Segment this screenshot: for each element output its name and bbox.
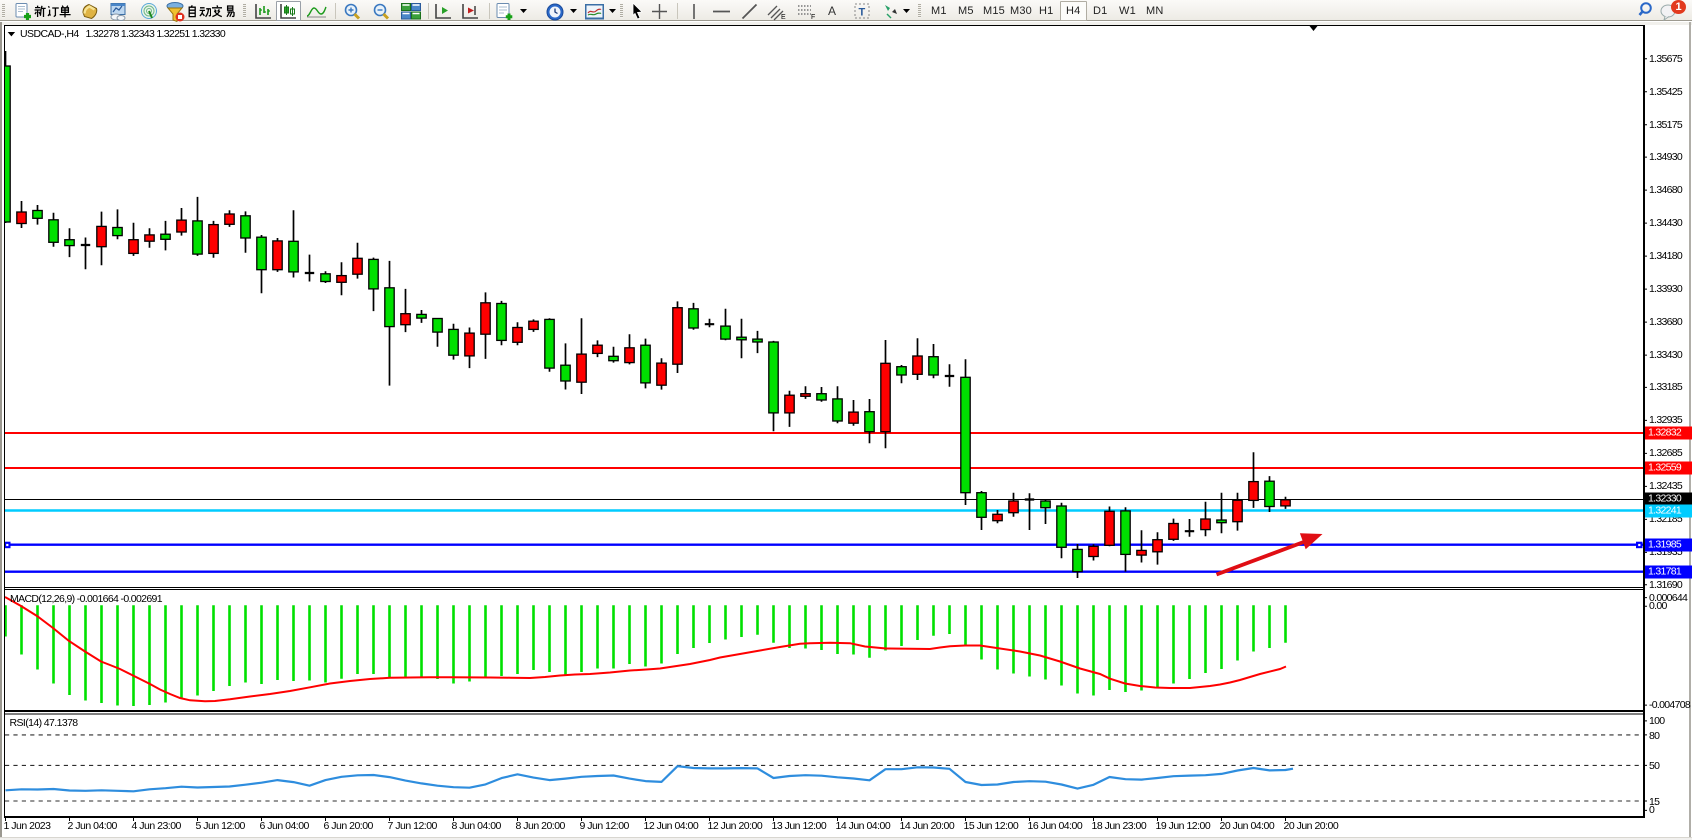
svg-text:RSI(14) 47.1378: RSI(14) 47.1378 <box>10 717 79 729</box>
svg-text:1.32278 1.32343 1.32251 1.3233: 1.32278 1.32343 1.32251 1.32330 <box>86 28 226 40</box>
svg-text:USDCAD-,H4: USDCAD-,H4 <box>20 28 79 40</box>
svg-text:T: T <box>859 7 866 19</box>
svg-text:E: E <box>781 14 786 21</box>
svg-text:MACD(12,26,9) -0.001664 -0.002: MACD(12,26,9) -0.001664 -0.002691 <box>10 593 163 605</box>
svg-text:F: F <box>811 14 815 21</box>
